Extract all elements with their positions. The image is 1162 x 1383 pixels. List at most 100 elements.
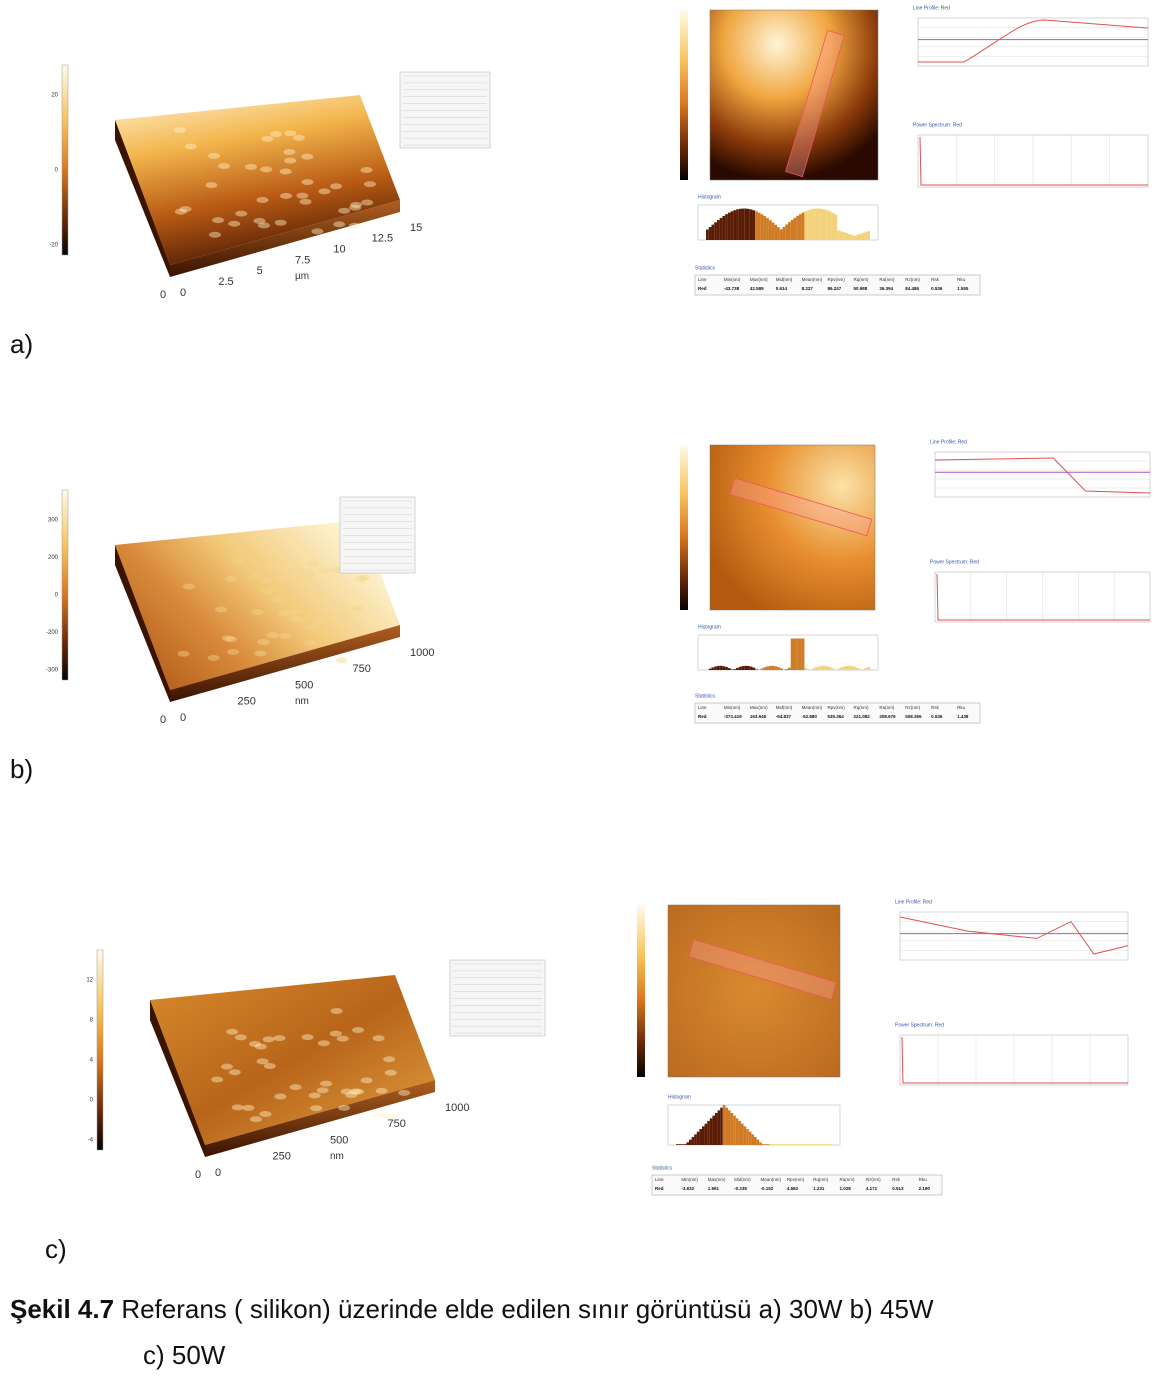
- label: Red: [698, 286, 707, 291]
- histogram-bar: [862, 233, 865, 240]
- texture: [338, 208, 350, 214]
- texture: [303, 571, 315, 577]
- histogram-bar: [706, 230, 709, 241]
- label: -43.738: [724, 286, 740, 291]
- histogram-bar: [747, 209, 750, 240]
- histogram-bar: [763, 667, 766, 670]
- texture: [270, 131, 282, 137]
- caption-line-2: c) 50W: [143, 1340, 225, 1371]
- histogram-bar: [744, 666, 747, 670]
- texture: [385, 1070, 397, 1076]
- texture: [283, 149, 295, 155]
- texture: [349, 223, 361, 229]
- histogram-bar: [827, 1144, 830, 1145]
- label: 0: [90, 1098, 94, 1104]
- histogram-bar: [796, 1144, 799, 1145]
- texture: [289, 609, 301, 615]
- histogram-bar: [814, 1144, 817, 1145]
- label: 250: [273, 1151, 291, 1163]
- label: 86.247: [828, 286, 842, 291]
- label: -4: [88, 1138, 94, 1144]
- histogram-bar: [712, 1116, 715, 1145]
- histogram-bar: [848, 666, 851, 670]
- label: nm: [295, 696, 309, 707]
- histogram-bar: [705, 1124, 708, 1145]
- texture: [245, 164, 257, 170]
- texture: [232, 1104, 244, 1110]
- texture: [296, 193, 308, 199]
- texture: [225, 636, 237, 642]
- histogram-bar: [766, 666, 769, 670]
- label: -200: [46, 630, 59, 636]
- histogram-bar: [742, 209, 745, 240]
- texture: [257, 639, 269, 645]
- label: 0: [195, 1169, 201, 1181]
- histogram-bar: [790, 1144, 793, 1145]
- texture: [229, 1069, 241, 1075]
- histogram-bar: [763, 216, 766, 240]
- histogram-bar: [796, 216, 799, 240]
- caption-line-1: Şekil 4.7 Referans ( silikon) üzerinde e…: [10, 1294, 933, 1325]
- histogram-bar: [749, 1132, 752, 1145]
- histogram-bar: [819, 1144, 822, 1145]
- texture: [235, 211, 247, 217]
- histogram-bar: [699, 1129, 702, 1145]
- histogram-bar: [824, 209, 827, 240]
- histogram-bar: [780, 1144, 783, 1145]
- histogram-bar: [785, 224, 788, 240]
- histogram-bar: [859, 234, 862, 240]
- histogram-bar: [755, 211, 758, 240]
- histogram-bar: [854, 236, 857, 240]
- histogram-bar: [723, 1105, 726, 1145]
- histogram-bar: [714, 666, 717, 670]
- texture: [266, 556, 278, 562]
- histogram-bar: [856, 235, 859, 240]
- histogram-bar: [802, 213, 805, 240]
- histogram-bar: [807, 210, 810, 240]
- texture: [330, 183, 342, 189]
- texture: [309, 1092, 321, 1098]
- histogram-bar: [731, 1113, 734, 1145]
- histogram-bar: [746, 1129, 749, 1145]
- texture: [253, 218, 265, 224]
- label: Ra(nm): [879, 705, 895, 710]
- histogram-bar: [744, 1126, 747, 1145]
- label: Rsk: [931, 705, 939, 710]
- histogram-bar: [722, 666, 725, 670]
- panel-label: a): [10, 329, 33, 360]
- histogram-bar: [821, 209, 824, 240]
- texture: [318, 188, 330, 194]
- histogram-bar: [816, 1144, 819, 1145]
- label: nm: [330, 1151, 344, 1162]
- histogram-bar: [783, 1144, 786, 1145]
- texture: [279, 633, 291, 639]
- histogram-bar: [783, 227, 786, 240]
- histogram-bar: [848, 234, 851, 240]
- colorbar: [637, 905, 645, 1077]
- histogram-bar: [865, 668, 868, 670]
- texture: [312, 619, 324, 625]
- histogram-bar: [807, 669, 810, 670]
- texture: [360, 167, 372, 173]
- texture: [398, 1090, 410, 1096]
- label: 1.231: [813, 1186, 825, 1191]
- histogram-bar: [739, 209, 742, 240]
- label: Mean(nm): [760, 1177, 781, 1182]
- label: 750: [388, 1118, 406, 1130]
- histogram-bar: [710, 1118, 713, 1145]
- histogram-bar: [718, 1110, 721, 1145]
- texture: [293, 135, 305, 141]
- label: 20: [51, 93, 58, 99]
- label: 535.364: [828, 714, 845, 719]
- label: Rq(nm): [853, 277, 869, 282]
- histogram-bar: [788, 1144, 791, 1145]
- histogram-bar: [788, 668, 791, 670]
- histogram-bar: [767, 1144, 770, 1145]
- texture: [252, 609, 264, 615]
- histogram-bar: [840, 668, 843, 670]
- texture: [290, 1084, 302, 1090]
- histogram-bar: [725, 667, 728, 670]
- histogram-bar: [772, 1144, 775, 1145]
- label: 0: [55, 593, 59, 599]
- colorbar: [680, 10, 688, 180]
